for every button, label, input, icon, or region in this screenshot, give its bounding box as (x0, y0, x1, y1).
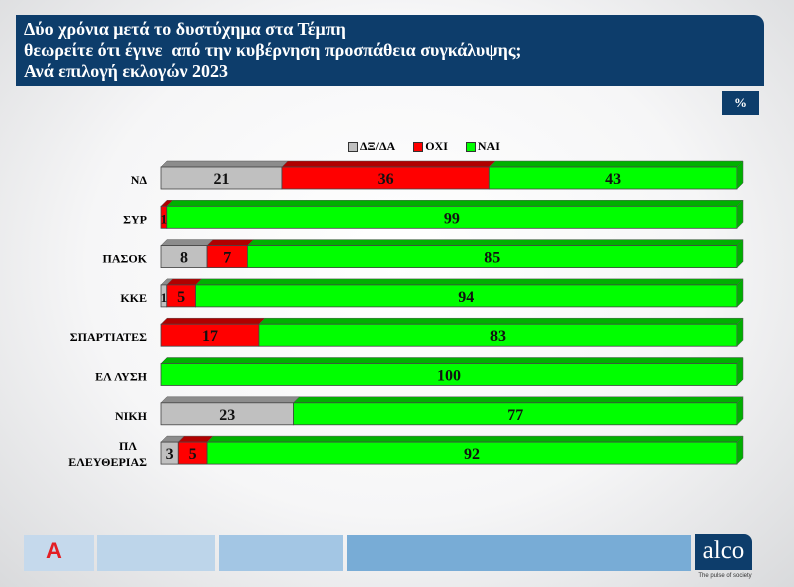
title-line-3: Ανά επιλογή εκλογών 2023 (24, 61, 229, 81)
footer-band (97, 535, 215, 571)
alpha-news-logo: A (46, 538, 62, 563)
unit-badge: % (722, 91, 759, 115)
data-label: 8 (180, 250, 188, 267)
data-label: 5 (177, 289, 185, 306)
bar-top (206, 435, 744, 443)
category-label: ΝΔ (131, 173, 148, 187)
data-label: 1 (161, 290, 168, 305)
category-label: ΚΚΕ (120, 291, 147, 305)
bar-top (194, 278, 744, 286)
legend-label: ΟΧΙ (425, 139, 448, 153)
category-label: ΣΥΡ (123, 212, 147, 226)
data-label: 3 (166, 446, 174, 463)
data-label: 92 (464, 446, 480, 463)
data-label: 83 (490, 328, 506, 345)
data-label: 17 (202, 328, 218, 345)
alco-logo: alco (695, 534, 752, 570)
footer-band (347, 535, 691, 571)
legend-label: ΔΞ/ΔΑ (360, 139, 396, 153)
bar-top (160, 317, 266, 325)
bar-top (166, 200, 744, 207)
legend: ΔΞ/ΔΑ ΟΧΙ ΝΑΙ (348, 139, 500, 154)
category-label: ΠΑΣΟΚ (102, 252, 147, 266)
legend-item-yes: ΝΑΙ (465, 139, 500, 154)
data-label: 99 (444, 210, 460, 227)
bar-side (736, 160, 744, 190)
legend-swatch (465, 141, 476, 152)
legend-item-no: ΟΧΙ (413, 139, 448, 154)
legend-swatch (348, 141, 358, 152)
data-label: 23 (219, 407, 235, 424)
category-label: ΕΛΕΥΘΕΡΙΑΣ (68, 455, 147, 469)
data-label: 7 (223, 250, 231, 267)
bar-side (736, 278, 744, 308)
data-label: 5 (189, 446, 197, 463)
title-line-1: Δύο χρόνια μετά το δυστύχημα στα Τέμπη (24, 19, 346, 39)
category-label: ΕΛ ΛΥΣΗ (95, 370, 148, 384)
legend-item-dk: ΔΞ/ΔΑ (348, 139, 395, 154)
bar-top (206, 239, 255, 246)
footer-band (219, 535, 343, 571)
data-label: 43 (605, 171, 621, 188)
category-label: ΝΙΚΗ (115, 409, 148, 423)
bar-top (281, 160, 496, 168)
bar-side (736, 317, 744, 347)
data-label: 94 (458, 289, 474, 306)
bar-top (292, 396, 744, 404)
legend-label: ΝΑΙ (477, 139, 500, 153)
bar-top (246, 239, 744, 246)
bar-side (736, 238, 744, 269)
bar-side (736, 356, 744, 387)
category-label: ΣΠΑΡΤΙΑΤΕΣ (70, 330, 147, 344)
bar-side (736, 396, 744, 426)
title-line-2: θεωρείτε ότι έγινε από την κυβέρνηση προ… (24, 40, 522, 60)
bar-side (736, 199, 744, 229)
bar-top (258, 317, 744, 325)
bar-top (160, 396, 301, 404)
category-label: ΠΛ (119, 439, 137, 453)
bar-top (488, 160, 744, 168)
tagline: The pulse of society (698, 573, 752, 579)
chart-title: Δύο χρόνια μετά το δυστύχημα στα Τέμπη θ… (16, 15, 764, 86)
data-label: 1 (161, 211, 168, 226)
bar-top (160, 160, 289, 168)
data-label: 100 (437, 368, 461, 385)
legend-swatch (413, 141, 424, 152)
data-label: 36 (378, 171, 394, 188)
partner-logo-panel: A (24, 535, 94, 571)
bar-top (160, 357, 744, 364)
data-label: 21 (213, 171, 229, 188)
data-label: 85 (484, 250, 500, 267)
bar-side (736, 435, 744, 465)
data-label: 77 (507, 407, 523, 424)
bar-top (160, 239, 214, 246)
